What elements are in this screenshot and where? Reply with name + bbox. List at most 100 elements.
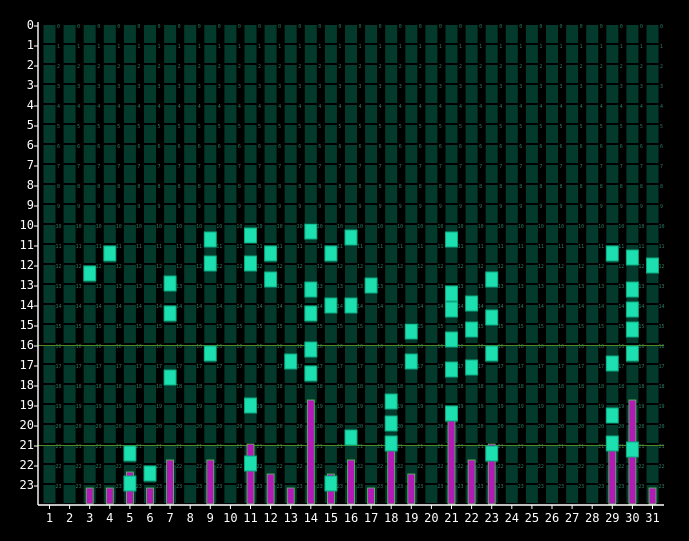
- cell-hour-label: 0: [278, 24, 281, 30]
- cell-hour-label: 13: [658, 284, 664, 290]
- cell-hour-label: 2: [278, 64, 281, 70]
- cell-hour-label: 14: [236, 304, 242, 310]
- cell-hour-label: 2: [77, 64, 80, 70]
- cell-hour-label: 9: [559, 204, 562, 210]
- grid-cell: [445, 185, 458, 203]
- grid-cell: [626, 65, 639, 83]
- cell-hour-label: 5: [660, 124, 663, 130]
- cell-hour-label: 8: [559, 184, 562, 190]
- grid-cell: [546, 365, 558, 383]
- grid-cell: [304, 245, 317, 263]
- cell-hour-label: 11: [55, 244, 61, 250]
- cell-hour-label: 7: [519, 164, 522, 170]
- cell-hour-label: 21: [196, 444, 202, 450]
- cell-hour-label: 0: [580, 24, 583, 30]
- grid-cell: [345, 105, 357, 123]
- cell-hour-label: 11: [236, 244, 242, 250]
- cell-hour-label: 9: [519, 204, 522, 210]
- cell-hour-label: 4: [218, 104, 221, 110]
- grid-cell: [284, 145, 297, 163]
- cell-hour-label: 16: [357, 344, 363, 350]
- grid-cell: [385, 105, 398, 123]
- cell-hour-label: 1: [358, 44, 361, 50]
- grid-cell: [566, 285, 579, 303]
- cell-hour-label: 7: [358, 164, 361, 170]
- cell-hour-label: 6: [278, 144, 281, 150]
- cell-hour-label: 20: [618, 424, 624, 430]
- cell-hour-label: 9: [97, 204, 100, 210]
- grid-cell: [184, 385, 197, 403]
- cell-hour-label: 22: [256, 464, 262, 470]
- cell-hour-label: 20: [538, 424, 544, 430]
- cell-hour-label: 20: [598, 424, 604, 430]
- active-cell: [485, 345, 499, 362]
- cell-hour-label: 6: [600, 144, 603, 150]
- cell-hour-label: 10: [76, 224, 82, 230]
- grid-cell: [43, 465, 56, 483]
- cell-hour-label: 0: [258, 24, 261, 30]
- cell-hour-label: 8: [318, 184, 321, 190]
- grid-cell: [345, 385, 357, 403]
- cell-hour-label: 23: [136, 484, 142, 490]
- cell-hour-label: 4: [499, 104, 502, 110]
- grid-cell: [204, 305, 217, 323]
- grid-cell: [284, 305, 297, 323]
- active-cell: [163, 369, 177, 386]
- grid-cell: [244, 125, 257, 143]
- cell-hour-label: 9: [137, 204, 140, 210]
- grid-cell: [385, 45, 398, 63]
- cell-hour-label: 2: [379, 64, 382, 70]
- cell-hour-label: 9: [77, 204, 80, 210]
- grid-cell: [164, 445, 177, 463]
- cell-hour-label: 7: [459, 164, 462, 170]
- grid-cell: [204, 125, 217, 143]
- cell-hour-label: 8: [419, 184, 422, 190]
- cell-hour-label: 2: [419, 64, 422, 70]
- grid-cell: [83, 325, 96, 343]
- cell-hour-label: 3: [660, 84, 663, 90]
- active-cell: [304, 365, 318, 382]
- grid-cell: [566, 85, 579, 103]
- grid-cell: [204, 285, 217, 303]
- grid-cell: [264, 165, 277, 183]
- grid-cell: [123, 365, 136, 383]
- cell-hour-label: 9: [358, 204, 361, 210]
- y-tick-label: 7: [27, 158, 34, 172]
- grid-cell: [606, 165, 619, 183]
- grid-cell: [586, 45, 599, 63]
- cell-hour-label: 7: [660, 164, 663, 170]
- cell-hour-label: 13: [337, 284, 343, 290]
- cell-hour-label: 18: [256, 384, 262, 390]
- grid-cell: [425, 465, 438, 483]
- grid-cell: [586, 245, 599, 263]
- cell-hour-label: 13: [176, 284, 182, 290]
- x-tick-label: 12: [263, 511, 277, 525]
- cell-hour-label: 5: [57, 124, 60, 130]
- cell-hour-label: 13: [216, 284, 222, 290]
- grid-cell: [345, 245, 357, 263]
- grid-cell: [244, 325, 257, 343]
- grid-cell: [63, 45, 76, 63]
- grid-cell: [525, 45, 538, 63]
- cell-hour-label: 18: [478, 384, 484, 390]
- grid-cell: [566, 305, 579, 323]
- grid-cell: [83, 85, 96, 103]
- active-cell: [605, 435, 619, 452]
- grid-cell: [345, 25, 357, 43]
- grid-cell: [244, 105, 257, 123]
- cell-hour-label: 5: [519, 124, 522, 130]
- grid-cell: [264, 225, 277, 243]
- grid-cell: [646, 125, 659, 143]
- grid-cell: [304, 325, 317, 343]
- cell-hour-label: 1: [499, 44, 502, 50]
- cell-hour-label: 23: [116, 484, 122, 490]
- grid-cell: [324, 205, 337, 223]
- cell-hour-label: 5: [499, 124, 502, 130]
- x-tick-label: 29: [605, 511, 619, 525]
- activity-bar: [146, 487, 154, 505]
- grid-cell: [123, 205, 136, 223]
- cell-hour-label: 19: [136, 404, 142, 410]
- grid-cell: [425, 265, 438, 283]
- grid-cell: [224, 265, 237, 283]
